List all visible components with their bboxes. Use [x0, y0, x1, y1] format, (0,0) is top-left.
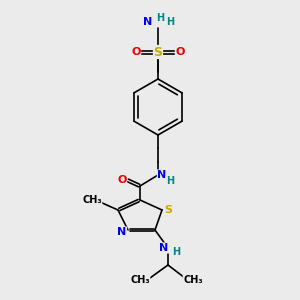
Text: N: N — [117, 227, 127, 237]
Text: CH₃: CH₃ — [82, 195, 102, 205]
Text: N: N — [143, 17, 153, 27]
Text: O: O — [131, 47, 141, 57]
Text: H: H — [166, 176, 174, 186]
Text: N: N — [158, 170, 166, 180]
Text: CH₃: CH₃ — [130, 275, 150, 285]
Text: CH₃: CH₃ — [183, 275, 203, 285]
Text: H: H — [156, 13, 164, 23]
Text: N: N — [159, 243, 169, 253]
Text: H: H — [166, 17, 174, 27]
Text: H: H — [172, 247, 180, 257]
Text: S: S — [164, 205, 172, 215]
Text: O: O — [117, 175, 127, 185]
Text: S: S — [154, 46, 163, 59]
Text: O: O — [175, 47, 185, 57]
